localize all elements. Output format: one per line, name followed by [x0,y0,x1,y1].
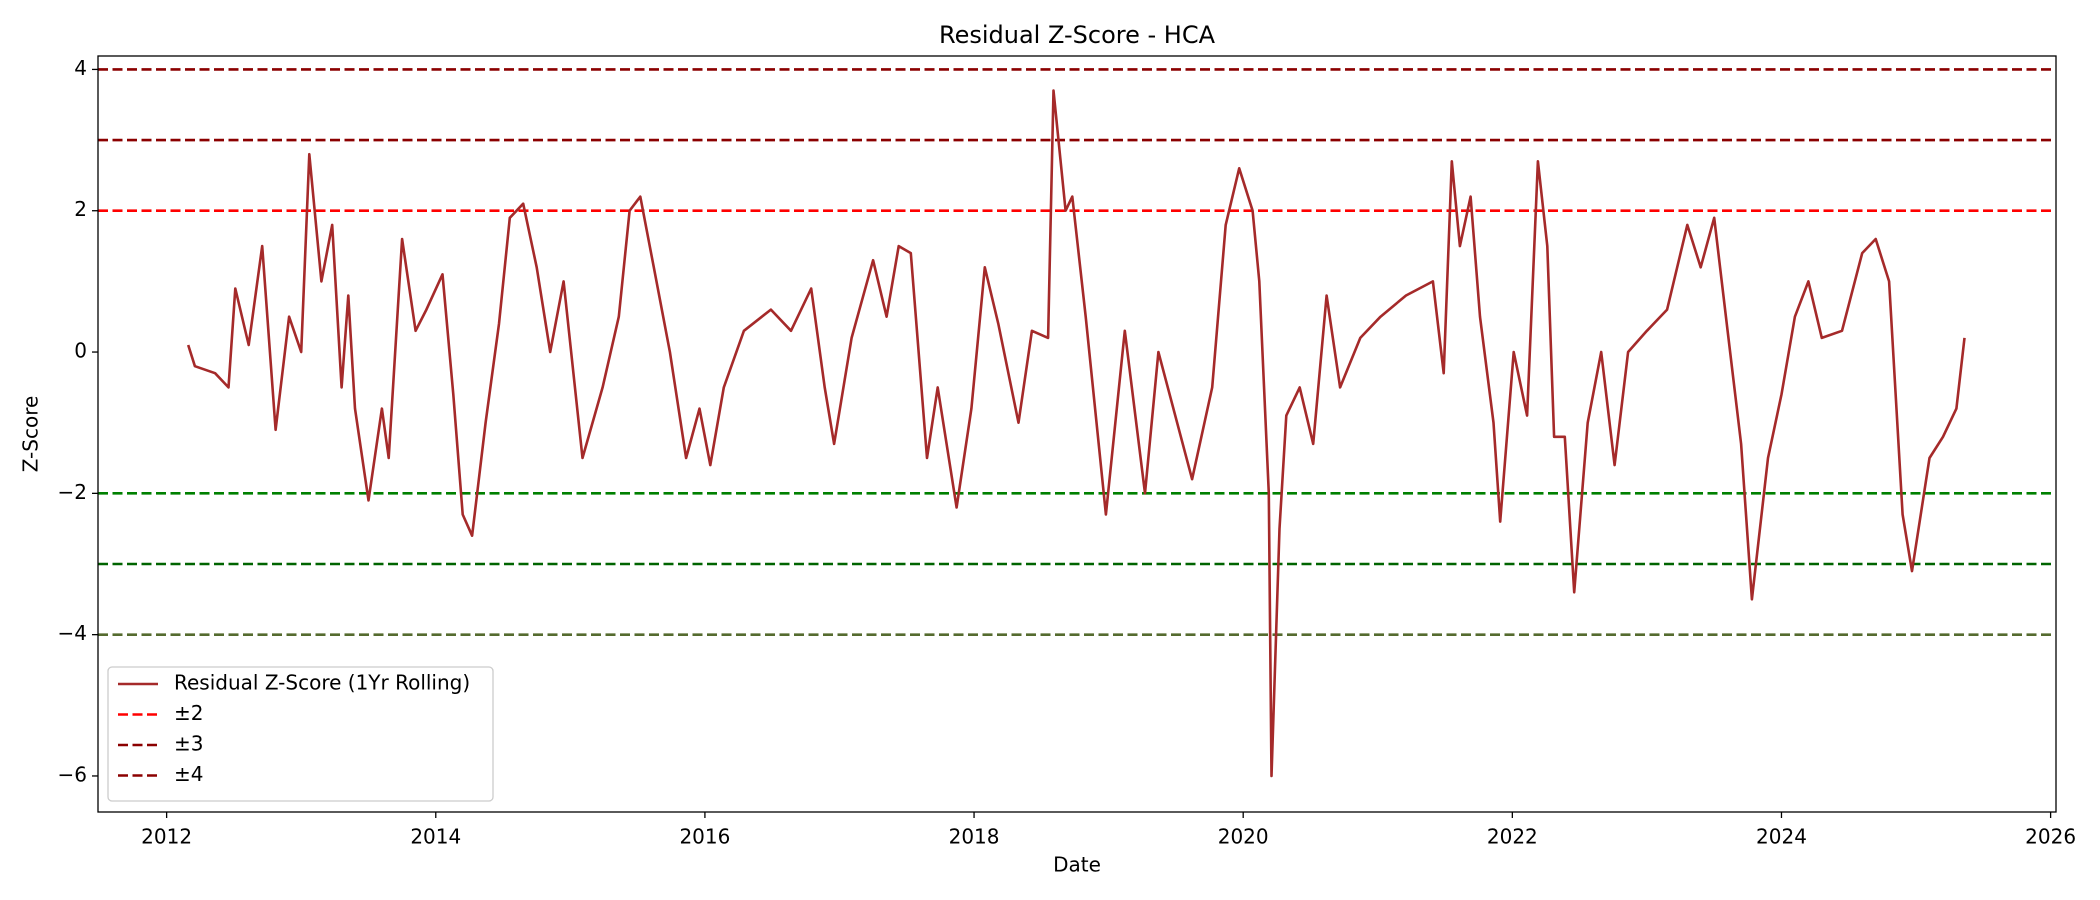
x-tick-label: 2024 [1756,825,1807,849]
x-tick-label: 2018 [949,825,1000,849]
legend-label: ±2 [174,701,203,725]
y-axis-label: Z-Score [19,396,43,473]
x-tick-label: 2016 [679,825,730,849]
plot-frame [97,55,2057,813]
chart-title: Residual Z-Score - HCA [939,21,1216,49]
y-tick-label: −4 [58,621,87,645]
legend-label: ±3 [174,732,203,756]
y-tick-label: −6 [58,762,87,786]
data-line [186,89,1966,778]
legend-label: Residual Z-Score (1Yr Rolling) [174,671,470,695]
y-tick-label: 0 [74,339,87,363]
x-tick-label: 2012 [141,825,192,849]
x-tick-label: 2014 [410,825,461,849]
x-axis-label: Date [1053,853,1101,877]
x-tick-label: 2022 [1487,825,1538,849]
legend-label: ±4 [174,762,203,786]
y-tick-label: −2 [58,480,87,504]
legend-box [107,666,494,802]
x-tick-label: 2020 [1218,825,1269,849]
y-tick-label: 4 [74,56,87,80]
x-tick-label: 2026 [2025,825,2076,849]
y-tick-label: 2 [74,197,87,221]
